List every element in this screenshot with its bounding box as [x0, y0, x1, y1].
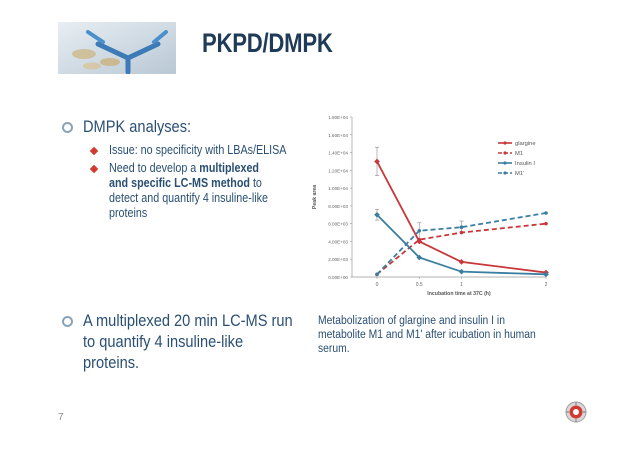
- y-tick-label: 1.40E+04: [328, 151, 348, 156]
- gear-logo-icon: [565, 401, 587, 423]
- chart-caption: Metabolization of glargine and insulin I…: [318, 314, 570, 356]
- legend-marker: [503, 141, 507, 145]
- text-bold: and specific LC-MS method: [109, 176, 250, 190]
- y-tick-label: 4.00E+03: [328, 239, 348, 244]
- caption-line: metabolite M1 and M1' after icubation in…: [318, 329, 536, 341]
- line-chart: 0.00E+00 2.00E+03 4.00E+03 6.00E+03 8.00E+03…: [306, 105, 588, 303]
- y-tick-label: 1.20E+04: [328, 168, 348, 173]
- y-tick-label: 8.00E+03: [328, 204, 348, 209]
- page-number: 7: [58, 412, 64, 423]
- data-point: [374, 211, 380, 218]
- legend-marker: [503, 161, 507, 165]
- x-tick-label: 1: [460, 282, 463, 288]
- text-normal: to: [249, 176, 262, 190]
- data-point: [416, 254, 423, 261]
- antibody-logo: [58, 22, 176, 75]
- data-point: [417, 237, 422, 242]
- caption-line: serum.: [318, 343, 350, 355]
- bullet-multiplexed: A multiplexed 20 min LC-MS run to quanti…: [62, 310, 327, 373]
- data-point: [458, 259, 465, 265]
- legend-marker: [503, 151, 507, 155]
- legend-label: M1': [515, 171, 524, 177]
- sub-bullet-text: Issue: no specificity with LBAs/ELISA: [109, 143, 287, 157]
- text-line: proteins: [109, 206, 148, 220]
- ring-bullet-icon: [62, 316, 73, 327]
- y-tick-label: 2.00E+03: [328, 257, 348, 262]
- diamond-bullet-icon: [89, 146, 99, 156]
- y-tick-label: 1.60E+04: [328, 133, 348, 138]
- data-point: [459, 230, 464, 235]
- x-tick-label: 0.5: [416, 282, 423, 288]
- legend-label: glargine: [515, 141, 536, 147]
- y-tick-label: 1.00E+04: [328, 186, 348, 191]
- legend-label: M1: [515, 151, 523, 157]
- data-point: [544, 221, 548, 226]
- text-line: A multiplexed 20 min LC-MS run: [83, 311, 293, 330]
- data-point: [375, 272, 379, 277]
- text-normal: Need to develop a: [109, 161, 200, 175]
- y-tick-label: 1.80E+04: [328, 115, 348, 120]
- ring-bullet-icon: [62, 122, 73, 133]
- y-tick-label: 0.00E+00: [328, 275, 348, 280]
- bullet-text: DMPK analyses:: [83, 117, 192, 136]
- series-line-glargine: [376, 161, 547, 274]
- data-point: [543, 271, 549, 278]
- bullet-text-block: A multiplexed 20 min LC-MS run to quanti…: [83, 310, 293, 373]
- chart-svg: 0.00E+00 2.00E+03 4.00E+03 6.00E+03 8.00E+03…: [312, 115, 549, 297]
- y-axis-label: Peak area: [312, 185, 318, 209]
- sub-bullet-need: Need to develop a multiplexed and specif…: [89, 161, 319, 221]
- series-line-insulini: [376, 214, 547, 276]
- data-point: [544, 211, 548, 215]
- bullet-dmpk: DMPK analyses:: [62, 116, 209, 137]
- y-tick-label: 6.00E+03: [328, 222, 348, 227]
- caption-line: Metabolization of glargine and insulin I…: [318, 315, 506, 327]
- x-tick-label: 2: [545, 282, 548, 288]
- sub-bullet-text-block: Need to develop a multiplexed and specif…: [109, 161, 290, 221]
- x-axis-label: Incubation time at 37C (h): [427, 291, 491, 297]
- x-tick-label: 0: [376, 282, 379, 288]
- data-point: [459, 225, 464, 230]
- text-line: detect and quantify 4 insuline-like: [109, 191, 268, 205]
- series-line-m1: [376, 212, 547, 275]
- text-line: to quantify 4 insuline-like: [83, 332, 244, 351]
- sub-bullet-issue: Issue: no specificity with LBAs/ELISA: [89, 143, 319, 158]
- slide-title: PKPD/DMPK: [202, 28, 333, 58]
- data-point: [458, 268, 465, 275]
- diamond-bullet-icon: [89, 164, 99, 174]
- text-bold: multiplexed: [199, 161, 260, 175]
- data-point: [417, 228, 422, 233]
- legend-label: Insulin I: [515, 161, 535, 167]
- text-line: proteins.: [83, 353, 140, 372]
- series-line-m1: [376, 222, 547, 276]
- legend-marker: [503, 171, 507, 175]
